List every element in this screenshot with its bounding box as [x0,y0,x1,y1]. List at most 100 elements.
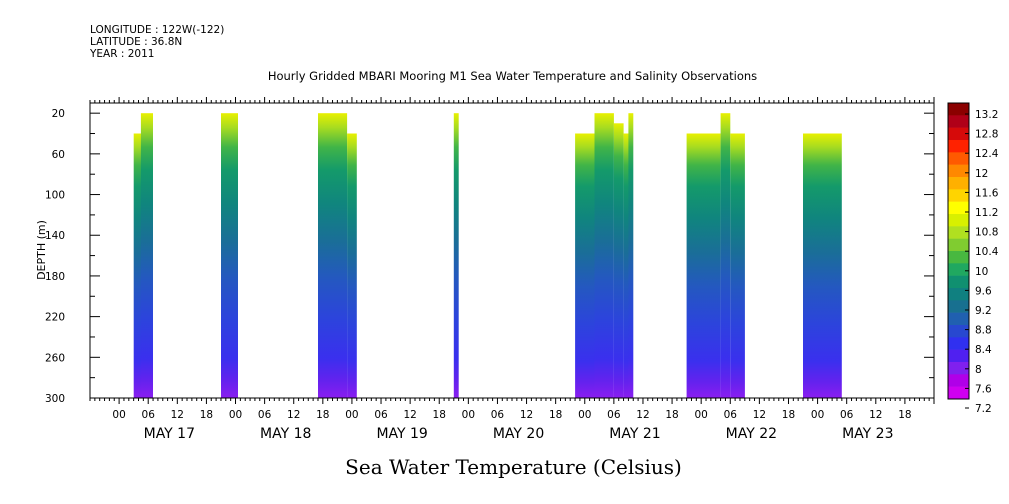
x-day-label: MAY 21 [609,426,660,442]
x-tick-label: 00 [112,409,125,421]
colorbar-band [948,127,969,141]
colorbar-band [948,251,969,264]
data-segment [318,113,348,398]
x-tick-label: 12 [753,409,766,421]
x-tick-label: 06 [142,409,156,421]
colorbar-band [948,140,969,153]
x-tick-label: 18 [549,409,562,421]
colorbar: 13.2 12.8 12.4 12 11.6 11.2 10.8 10.4 10 9.6 9.2 8.… [947,102,999,415]
data-segment [623,133,629,398]
x-tick-label: 06 [607,409,621,421]
colorbar-tick-label: 11.2 [975,207,998,219]
colorbar-tick-label: 10 [975,266,988,278]
x-tick-label: 18 [782,409,795,421]
data-segment [594,113,614,398]
x-day-label: MAY 20 [493,426,544,442]
colorbar-tick-label: 12.8 [975,129,998,141]
colorbar-band [948,362,969,375]
data-segment [720,113,731,398]
colorbar-band [948,337,969,350]
data-segment [575,133,595,398]
colorbar-band [948,349,969,363]
x-day-label: MAY 17 [144,426,195,442]
x-day-label: MAY 19 [376,426,427,442]
x-tick-label: 12 [287,409,300,421]
x-day-label: MAY 22 [726,426,777,442]
colorbar-band [948,386,969,400]
colorbar-tick-label: 8.4 [975,344,992,356]
x-tick-label: 00 [229,409,242,421]
plot-axes: 00 06 12 18 00 06 12 18 00 06 12 18 00 06 12 18 00 06 12 18… [45,97,935,442]
colorbar-band [948,300,969,313]
data-segment [730,133,745,398]
x-tick-label: 18 [316,409,329,421]
colorbar-band [948,201,969,215]
colorbar-tick-label: 11.6 [975,187,999,199]
y-tick-label: 60 [52,149,65,161]
data-segment [140,113,153,398]
data-segment [133,133,141,398]
x-tick-label: 12 [869,409,882,421]
x-tick-label: 18 [200,409,213,421]
colorbar-tick-label: 10.8 [975,227,998,239]
colorbar-tick-label: 13.2 [975,109,998,121]
x-tick-label: 18 [898,409,911,421]
colorbar-band [948,189,969,202]
colorbar-band [948,288,969,301]
colorbar-tick-label: 12 [975,168,988,180]
colorbar-band [948,152,969,165]
colorbar-variable-label: Sea Water Temperature (Celsius) [345,455,682,479]
x-tick-label: 12 [403,409,416,421]
colorbar-band [948,115,969,128]
latitude-label: LATITUDE : 36.8N [90,36,183,48]
data-segment [221,113,238,398]
y-axis-label: DEPTH (m) [35,220,48,280]
data-segment [803,133,842,398]
x-tick-label: 06 [258,409,272,421]
x-day-label: MAY 23 [842,426,893,442]
x-tick-label: 00 [462,409,475,421]
colorbar-band [948,374,969,387]
data-segment [453,113,459,398]
x-tick-label: 00 [811,409,824,421]
x-tick-label: 06 [724,409,738,421]
y-tick-label: 260 [45,352,65,364]
colorbar-band [948,164,969,178]
longitude-label: LONGITUDE : 122W(-122) [90,24,225,36]
colorbar-band [948,275,969,289]
colorbar-band [948,177,969,190]
colorbar-band [948,312,969,326]
x-tick-label: 12 [520,409,533,421]
colorbar-tick-label: 8.8 [975,325,992,337]
colorbar-band [948,214,969,227]
mooring-metadata: LONGITUDE : 122W(-122) LATITUDE : 36.8N … [90,24,224,60]
y-tick-label: 300 [45,393,65,405]
chart-title: Hourly Gridded MBARI Mooring M1 Sea Wate… [267,69,758,83]
data-segment [613,123,624,399]
x-tick-label: 18 [433,409,446,421]
x-tick-label: 06 [840,409,854,421]
colorbar-band [948,238,969,252]
colorbar-band [948,226,969,239]
colorbar-tick-label: 9.2 [975,305,992,317]
data-segment [628,113,634,398]
colorbar-tick-label: 7.2 [975,403,992,415]
colorbar-tick-label: 7.6 [975,383,992,395]
colorbar-tick-label: 8 [975,364,982,376]
x-tick-label: 18 [665,409,678,421]
colorbar-band [948,263,969,276]
colorbar-tick-label: 10.4 [975,246,999,258]
colorbar-band [948,325,969,338]
x-tick-label: 06 [491,409,505,421]
year-label: YEAR : 2011 [90,48,155,60]
x-tick-label: 06 [374,409,388,421]
x-tick-label: 00 [694,409,707,421]
y-tick-label: 20 [52,108,65,120]
x-tick-label: 12 [171,409,184,421]
colorbar-band [948,103,969,116]
data-segments [133,113,842,399]
x-tick-label: 12 [636,409,649,421]
y-tick-label: 100 [45,190,65,202]
y-tick-label: 220 [45,312,65,324]
colorbar-tick-label: 9.6 [975,285,992,297]
